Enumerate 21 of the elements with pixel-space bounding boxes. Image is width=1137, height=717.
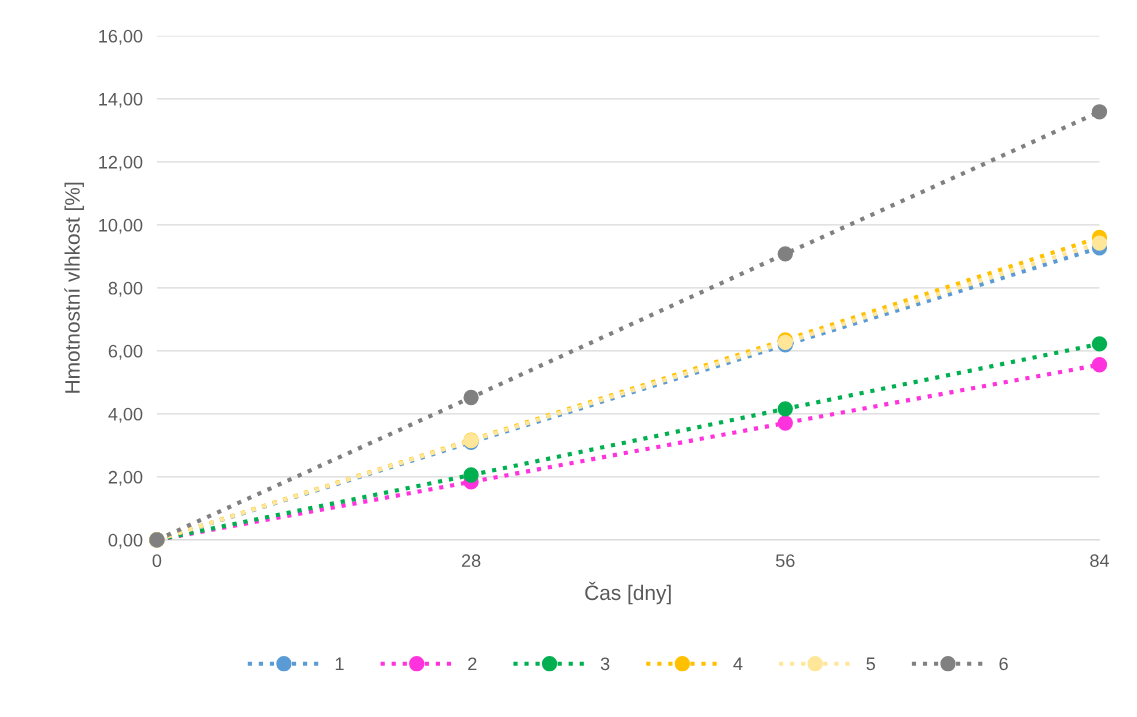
y-tick-label: 8,00 xyxy=(108,281,143,297)
legend-label: 4 xyxy=(733,657,743,671)
y-tick-label: 14,00 xyxy=(99,92,143,108)
y-tick-label: 4,00 xyxy=(108,407,143,423)
legend-label: 3 xyxy=(600,657,610,671)
legend-label: 6 xyxy=(999,657,1008,671)
x-tick-label: 28 xyxy=(461,554,481,568)
y-tick-label: 6,00 xyxy=(108,344,143,360)
legend-label: 2 xyxy=(468,657,477,671)
x-tick-label: 56 xyxy=(775,554,795,568)
x-axis-title: Čas [dny] xyxy=(585,581,671,605)
y-axis-title: Hmotnostní vlhkost [%] xyxy=(64,182,84,393)
y-tick-label: 2,00 xyxy=(108,470,143,486)
x-tick-label: 0 xyxy=(152,554,162,568)
legend-label: 5 xyxy=(866,657,876,671)
y-tick-label: 10,00 xyxy=(99,218,143,234)
y-tick-label: 16,00 xyxy=(99,29,143,45)
y-tick-label: 12,00 xyxy=(99,155,143,171)
y-tick-label: 0,00 xyxy=(108,533,143,549)
legend-label: 1 xyxy=(335,657,344,671)
x-tick-label: 84 xyxy=(1090,554,1109,568)
